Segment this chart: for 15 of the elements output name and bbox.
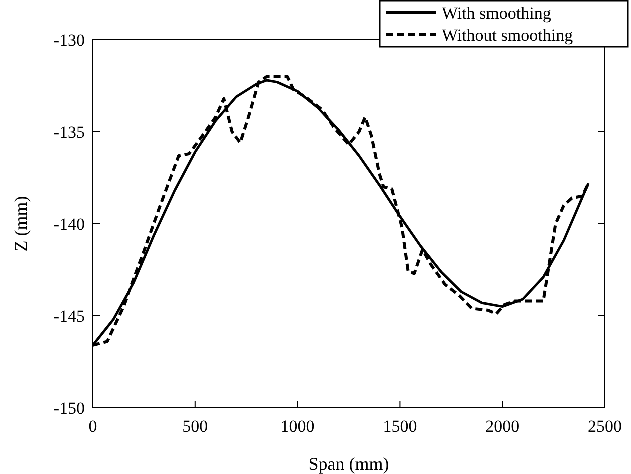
x-tick-label: 1000 — [280, 417, 315, 436]
y-tick-label: -130 — [54, 31, 85, 50]
y-tick-label: -145 — [54, 307, 85, 326]
y-tick-label: -150 — [54, 399, 85, 418]
x-tick-label: 0 — [88, 417, 98, 436]
x-tick-label: 500 — [182, 417, 208, 436]
x-tick-label: 1500 — [383, 417, 418, 436]
x-tick-label: 2000 — [486, 417, 520, 436]
y-tick-label: -140 — [54, 215, 85, 234]
y-tick-label: -135 — [54, 123, 85, 142]
legend-label: With smoothing — [442, 4, 552, 23]
x-tick-label: 2500 — [588, 417, 622, 436]
legend-label: Without smoothing — [442, 26, 574, 45]
y-axis-title: Z (mm) — [11, 196, 31, 252]
x-axis-title: Span (mm) — [308, 454, 390, 474]
